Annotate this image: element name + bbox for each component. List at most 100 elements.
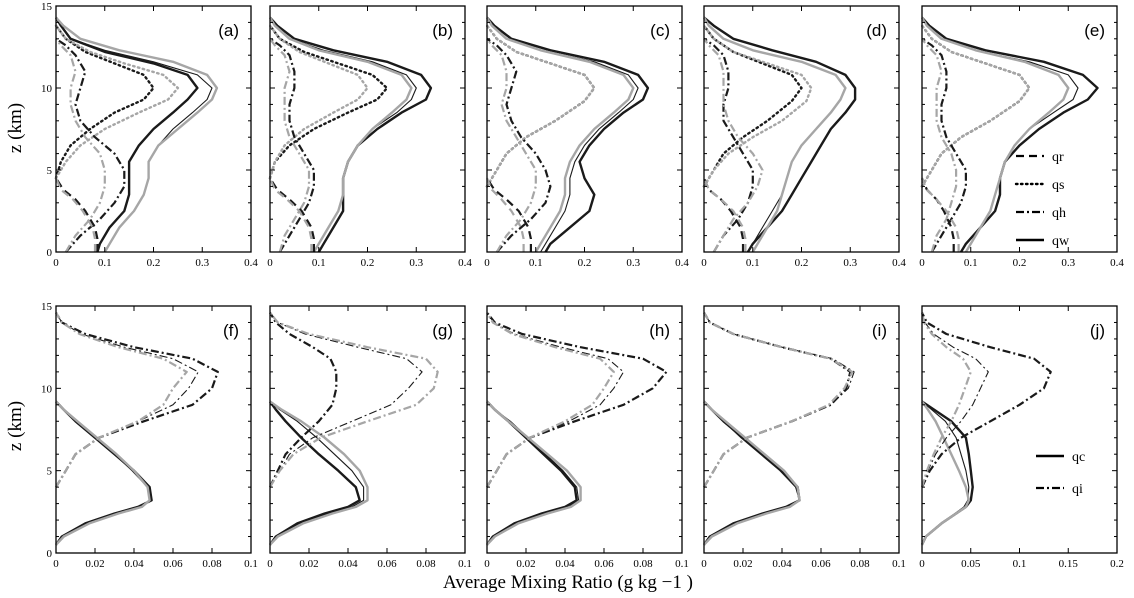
x-tick-label: 0	[53, 257, 59, 269]
y-axis-label-top: z (km)	[5, 103, 26, 153]
x-tick-label: 0.3	[843, 257, 857, 269]
panel-i: 0 0.02 0.04 0.06 0.08 0.1 (i)	[701, 305, 906, 570]
x-tick-label: 0.3	[626, 257, 640, 269]
series-qi-black-thin-4	[55, 312, 199, 488]
panel-a: 0 0.1 0.2 0.3 0.4 0 5 10 15 (a)	[41, 1, 258, 269]
x-tick-label: 0.08	[850, 558, 870, 570]
x-tick-label: 0.1	[244, 558, 258, 570]
series-qc-black-0	[269, 400, 361, 546]
y-tick-label: 5	[47, 466, 53, 478]
panel-label: (g)	[432, 321, 453, 340]
x-tick-label: 0.2	[361, 257, 375, 269]
series-qr-gray-8	[268, 177, 313, 252]
series-qw-gray-2	[55, 16, 219, 253]
legend-label-qr: qr	[1052, 150, 1064, 165]
x-tick-label: 0.2	[1013, 257, 1027, 269]
x-tick-label: 0.2	[578, 257, 592, 269]
series-qs-black-3	[268, 24, 389, 180]
series-qs-gray-4	[920, 24, 1031, 188]
x-tick-label: 0	[919, 257, 925, 269]
series-qr-gray-8	[485, 177, 525, 252]
series-qh-gray-6	[55, 38, 106, 253]
panel-label: (b)	[432, 21, 453, 40]
series-qc-gray-2	[920, 400, 970, 546]
x-tick-label: 0.1	[98, 257, 112, 269]
plot-frame	[703, 305, 900, 554]
x-tick-label: 0.06	[163, 558, 183, 570]
series-qs-gray-4	[54, 24, 180, 180]
y-tick-label: 0	[47, 247, 53, 259]
y-tick-label: 15	[41, 1, 53, 13]
panel-c: 0 0.1 0.2 0.3 0.4 (c)	[484, 5, 689, 269]
series-qw-black-0	[703, 16, 857, 253]
x-tick-label: 0.06	[377, 558, 397, 570]
series-qh-black-5	[55, 37, 126, 253]
y-axis-label-bottom: z (km)	[5, 401, 26, 451]
panel-g: 0 0.02 0.04 0.06 0.08 0.1 (g)	[267, 305, 472, 570]
series-qh-black-5	[486, 37, 552, 253]
x-tick-label: 0.04	[772, 558, 792, 570]
x-tick-label: 0.1	[529, 257, 543, 269]
series-qw-gray-2	[268, 16, 413, 253]
legend-label-qw: qw	[1052, 234, 1070, 249]
series-qr-black-7	[55, 177, 99, 252]
series-qi-black-3	[703, 312, 852, 488]
x-tick-label: 0.02	[733, 558, 752, 570]
series-qi-black-thin-4	[703, 312, 855, 488]
series-qh-gray-6	[486, 38, 537, 253]
y-tick-label: 0	[47, 548, 53, 560]
series-qw-gray-2	[485, 16, 635, 253]
series-qs-black-3	[54, 24, 155, 180]
series-qw-black-0	[54, 16, 199, 253]
x-tick-label: 0.1	[458, 558, 472, 570]
x-tick-label: 0.4	[675, 257, 689, 269]
panel-j: 0 0.05 0.1 0.15 0.2 (j)	[919, 305, 1124, 570]
series-qc-gray-2	[55, 400, 151, 546]
x-tick-label: 0.04	[124, 558, 144, 570]
series-qr-gray-8	[702, 177, 747, 252]
x-tick-label: 0	[484, 257, 490, 269]
legend-label-qi: qi	[1072, 482, 1083, 497]
series-qi-gray-5	[269, 311, 439, 488]
series-qc-gray-2	[269, 400, 369, 546]
x-tick-label: 0.1	[312, 257, 326, 269]
y-tick-label: 10	[41, 83, 53, 95]
x-tick-label: 0.1	[1013, 558, 1027, 570]
series-qi-gray-5	[55, 312, 188, 488]
panel-label: (e)	[1084, 21, 1105, 40]
x-tick-label: 0.2	[1110, 558, 1124, 570]
plot-frame	[486, 305, 683, 554]
series-qi-black-3	[486, 311, 668, 488]
x-tick-label: 0	[267, 558, 273, 570]
x-tick-label: 0	[53, 558, 59, 570]
series-qw-black-0	[486, 16, 650, 253]
x-tick-label: 0.4	[458, 257, 472, 269]
legend-bottom: qc qi	[1036, 450, 1085, 497]
x-tick-label: 0	[267, 257, 273, 269]
x-tick-label: 0.1	[675, 558, 689, 570]
series-qh-black-5	[921, 37, 967, 253]
series-qc-black-0	[55, 400, 153, 546]
series-qc-black-0	[920, 400, 974, 546]
legend-label-qh: qh	[1052, 206, 1066, 221]
x-tick-label: 0.08	[633, 558, 653, 570]
x-tick-label: 0.02	[299, 558, 318, 570]
series-qw-black-0	[921, 16, 1099, 253]
x-tick-label: 0.1	[892, 558, 906, 570]
series-qw-gray-2	[702, 16, 847, 253]
x-tick-label: 0.02	[516, 558, 535, 570]
plot-frame	[269, 305, 466, 554]
x-tick-label: 0.04	[338, 558, 358, 570]
x-tick-label: 0.4	[244, 257, 258, 269]
series-qi-black-thin-4	[921, 312, 989, 488]
series-qs-gray-4	[485, 24, 596, 188]
series-qw-black-0	[269, 16, 433, 253]
x-tick-label: 0	[701, 558, 707, 570]
x-tick-label: 0.06	[594, 558, 614, 570]
x-tick-label: 0.05	[961, 558, 981, 570]
x-tick-label: 0.02	[85, 558, 104, 570]
series-qi-gray-5	[486, 312, 615, 488]
series-qc-gray-2	[486, 400, 582, 546]
panel-b: 0 0.1 0.2 0.3 0.4 (b)	[267, 5, 472, 269]
